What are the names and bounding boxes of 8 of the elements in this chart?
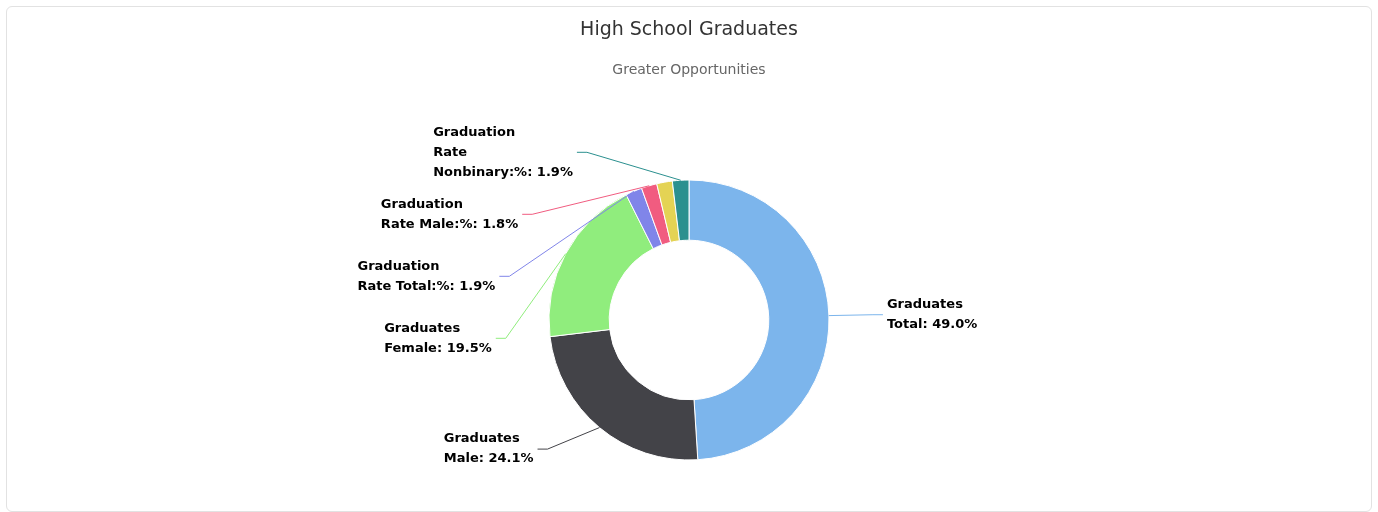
slice-label: Graduates Total: 49.0%: [886, 296, 978, 332]
slice-label: Graduates Male: 24.1%: [443, 430, 534, 466]
slice-label: Graduation Rate Nonbinary:%: 1.9%: [433, 123, 573, 179]
slice-label: Graduation Rate Total:%: 1.9%: [357, 257, 496, 293]
chart-subtitle: Greater Opportunities: [611, 61, 767, 77]
slice-label: Graduates Female: 19.5%: [384, 319, 492, 355]
chart-title: High School Graduates: [579, 17, 799, 39]
slice-label: Graduation Rate Male:%: 1.8%: [380, 195, 519, 231]
